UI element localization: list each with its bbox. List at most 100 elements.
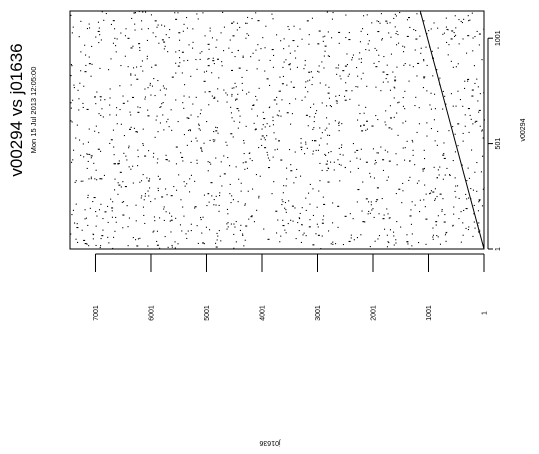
dot-point: [328, 87, 329, 88]
dot-point: [377, 119, 378, 120]
dot-point: [133, 67, 134, 68]
dot-point: [460, 99, 461, 100]
dot-point: [338, 32, 340, 33]
dot-point: [483, 138, 484, 139]
dot-point: [407, 243, 408, 244]
chart-subtitle: Mon 15 Jul 2013 12:05:00: [29, 67, 38, 154]
dot-point: [350, 213, 351, 214]
dot-point: [127, 205, 128, 206]
dot-point: [192, 48, 193, 49]
dot-point: [172, 77, 174, 78]
dot-point: [230, 40, 231, 41]
dot-point: [115, 179, 116, 180]
dot-point: [410, 215, 412, 216]
dot-point: [139, 11, 140, 12]
dot-point: [483, 189, 484, 190]
dot-point: [361, 31, 362, 32]
dot-point: [429, 193, 430, 194]
dot-point: [214, 97, 215, 98]
dot-point: [83, 143, 84, 144]
dot-point: [290, 220, 291, 221]
dot-point: [135, 12, 136, 13]
dot-point: [189, 178, 190, 179]
dot-point: [105, 211, 107, 212]
dot-point: [180, 199, 181, 200]
dot-point: [458, 218, 459, 219]
dot-point: [165, 94, 166, 95]
dot-point: [138, 156, 139, 157]
dot-point: [382, 198, 383, 199]
dot-point: [274, 99, 276, 100]
dot-point: [196, 13, 197, 14]
dot-point: [388, 32, 389, 33]
dot-point: [472, 50, 473, 51]
dot-point: [141, 195, 142, 196]
dot-point: [478, 86, 479, 87]
dot-point: [257, 115, 258, 116]
x-axis-label: j01636: [259, 439, 281, 446]
dot-point: [245, 38, 246, 39]
dot-point: [99, 209, 100, 210]
dot-point: [386, 78, 387, 79]
dot-point: [415, 39, 417, 40]
dot-point: [345, 100, 347, 101]
dot-point: [218, 133, 219, 134]
dot-point: [194, 181, 195, 182]
dot-point: [142, 71, 143, 72]
dot-point: [358, 168, 359, 169]
dot-point: [380, 90, 381, 91]
dot-point: [88, 195, 89, 196]
dot-point: [328, 168, 329, 169]
dot-point: [469, 132, 470, 133]
dot-point: [349, 241, 351, 242]
dot-point: [245, 203, 246, 204]
dot-point: [145, 97, 146, 98]
dot-point: [375, 87, 376, 88]
dot-point: [214, 63, 215, 64]
dot-point: [472, 123, 473, 124]
dot-point: [414, 105, 415, 106]
dot-point: [411, 245, 412, 246]
dot-point: [398, 43, 399, 44]
dot-point: [100, 115, 101, 116]
dot-point: [319, 65, 320, 66]
dot-point: [128, 226, 129, 227]
dot-point: [387, 246, 388, 247]
dot-point: [404, 160, 405, 161]
dot-point: [130, 73, 131, 74]
dot-point: [86, 218, 87, 219]
dot-point: [130, 75, 131, 76]
dot-point: [426, 47, 427, 48]
dot-point: [132, 97, 134, 98]
dot-point: [434, 22, 435, 23]
dot-point: [323, 41, 324, 42]
dot-point: [478, 112, 479, 113]
dot-point: [155, 20, 157, 21]
dot-point: [137, 112, 139, 113]
dot-point: [168, 247, 169, 248]
dot-point: [281, 204, 282, 205]
dot-point: [377, 152, 378, 153]
dot-point: [189, 44, 190, 45]
dot-point: [255, 129, 257, 130]
dot-point: [357, 120, 358, 121]
dot-point: [272, 117, 273, 118]
dot-point: [402, 183, 403, 184]
dot-point: [109, 114, 110, 115]
dot-point: [432, 228, 433, 229]
dot-point: [213, 141, 214, 142]
dot-point: [213, 58, 214, 59]
dot-point: [160, 90, 161, 91]
dot-point: [276, 104, 277, 105]
dot-point: [370, 213, 371, 214]
dot-point: [471, 150, 472, 151]
dot-point: [335, 243, 336, 244]
dot-point: [349, 74, 350, 75]
dot-point: [442, 155, 444, 156]
dot-point: [166, 155, 167, 156]
dot-point: [96, 226, 97, 227]
dot-point: [322, 102, 323, 103]
dot-point: [455, 186, 456, 187]
dot-point: [455, 151, 456, 152]
dot-point: [215, 243, 216, 244]
